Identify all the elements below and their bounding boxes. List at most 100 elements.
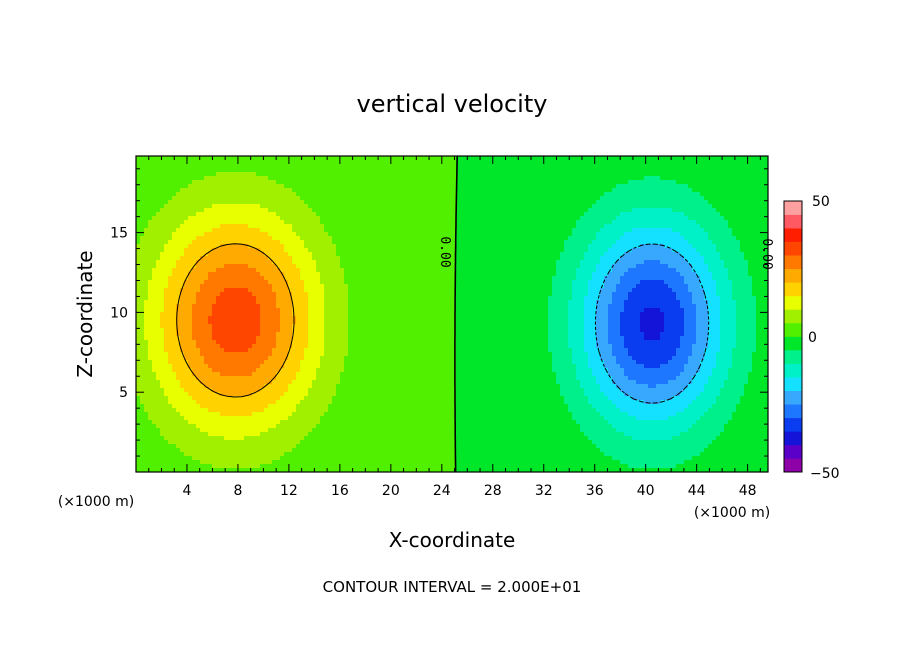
field-cell — [280, 264, 285, 269]
field-cell — [388, 268, 393, 273]
field-cell — [688, 204, 693, 209]
field-cell — [672, 260, 677, 265]
field-cell — [252, 164, 257, 169]
field-cell — [380, 172, 385, 177]
field-cell — [240, 240, 245, 245]
field-cell — [676, 200, 681, 205]
field-cell — [136, 188, 141, 193]
field-cell — [276, 168, 281, 173]
field-cell — [152, 220, 157, 225]
field-cell — [624, 220, 629, 225]
field-cell — [380, 196, 385, 201]
field-cell — [520, 196, 525, 201]
field-cell — [552, 200, 557, 205]
field-cell — [672, 232, 677, 237]
field-cell — [280, 216, 285, 221]
field-cell — [556, 240, 561, 245]
field-cell — [440, 164, 445, 169]
field-cell — [216, 236, 221, 241]
field-cell — [596, 180, 601, 185]
field-cell — [572, 188, 577, 193]
field-cell — [396, 208, 401, 213]
field-cell — [380, 228, 385, 233]
field-cell — [284, 236, 289, 241]
field-cell — [544, 188, 549, 193]
field-cell — [144, 228, 149, 233]
field-cell — [232, 160, 237, 165]
field-cell — [628, 268, 633, 273]
field-cell — [628, 184, 633, 189]
field-cell — [148, 188, 153, 193]
field-cell — [188, 172, 193, 177]
field-cell — [704, 244, 709, 249]
field-cell — [500, 268, 505, 273]
field-cell — [136, 220, 141, 225]
field-cell — [412, 164, 417, 169]
field-cell — [292, 220, 297, 225]
field-cell — [264, 256, 269, 261]
field-cell — [424, 272, 429, 277]
field-cell — [744, 176, 749, 181]
field-cell — [480, 236, 485, 241]
field-cell — [176, 160, 181, 165]
field-cell — [656, 248, 661, 253]
field-cell — [596, 204, 601, 209]
field-cell — [684, 224, 689, 229]
field-cell — [404, 236, 409, 241]
field-cell — [192, 248, 197, 253]
field-cell — [368, 172, 373, 177]
field-cell — [392, 160, 397, 165]
field-cell — [612, 196, 617, 201]
field-cell — [352, 224, 357, 229]
field-cell — [644, 160, 649, 165]
field-cell — [536, 236, 541, 241]
field-cell — [296, 276, 301, 281]
field-cell — [372, 260, 377, 265]
field-cell — [320, 240, 325, 245]
field-cell — [328, 276, 333, 281]
field-cell — [604, 276, 609, 281]
field-cell — [356, 264, 361, 269]
field-cell — [248, 176, 253, 181]
field-cell — [196, 208, 201, 213]
field-cell — [308, 204, 313, 209]
field-cell — [736, 244, 741, 249]
field-cell — [212, 232, 217, 237]
field-cell — [644, 188, 649, 193]
field-cell — [164, 268, 169, 273]
field-cell — [352, 200, 357, 205]
field-cell — [268, 252, 273, 257]
field-cell — [312, 216, 317, 221]
field-cell — [260, 176, 265, 181]
field-cell — [312, 176, 317, 181]
field-cell — [756, 204, 761, 209]
field-cell — [720, 252, 725, 257]
field-cell — [236, 216, 241, 221]
field-cell — [304, 256, 309, 261]
field-cell — [564, 248, 569, 253]
field-cell — [732, 196, 737, 201]
field-cell — [356, 212, 361, 217]
field-cell — [528, 196, 533, 201]
field-cell — [756, 268, 761, 273]
field-cell — [536, 160, 541, 165]
field-cell — [732, 252, 737, 257]
field-cell — [568, 196, 573, 201]
field-cell — [224, 164, 229, 169]
field-cell — [460, 256, 465, 261]
field-cell — [544, 236, 549, 241]
field-cell — [552, 160, 557, 165]
field-cell — [520, 240, 525, 245]
field-cell — [192, 236, 197, 241]
field-cell — [520, 160, 525, 165]
field-cell — [244, 176, 249, 181]
field-cell — [240, 168, 245, 173]
field-cell — [144, 260, 149, 265]
field-cell — [532, 256, 537, 261]
field-cell — [288, 176, 293, 181]
field-cell — [188, 184, 193, 189]
field-cell — [396, 168, 401, 173]
field-cell — [528, 164, 533, 169]
field-cell — [564, 200, 569, 205]
field-cell — [144, 256, 149, 261]
